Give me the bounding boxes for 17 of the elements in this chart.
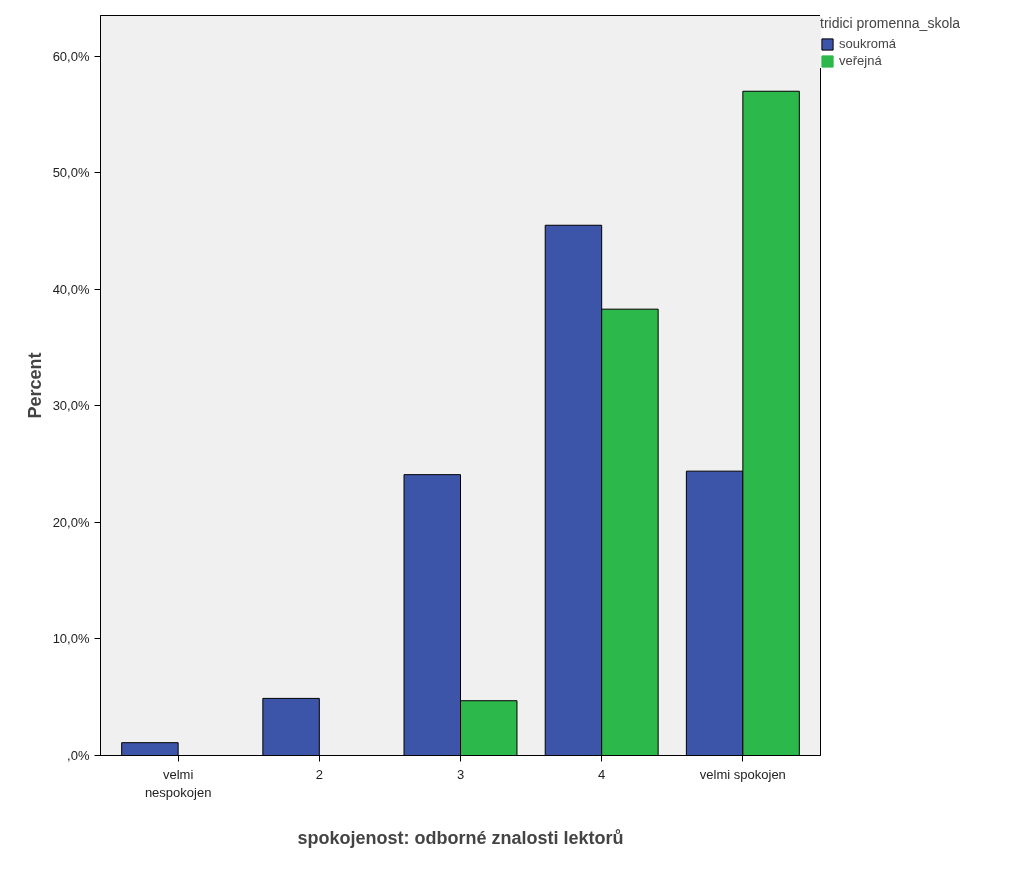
x-tick-label: 3 xyxy=(456,766,465,782)
x-tick-label: 4 xyxy=(598,766,606,782)
y-tick-label: ,0% xyxy=(67,748,90,763)
y-tick-label: 40,0% xyxy=(52,281,90,297)
y-tick-label: 30,0% xyxy=(52,398,90,414)
y-axis-title: Percent xyxy=(24,352,45,419)
x-tick-label: velmi nespokojen xyxy=(144,766,212,800)
legend-title: tridici promenna_skola xyxy=(820,15,961,31)
y-tick-label: 20,0% xyxy=(52,514,90,530)
x-tick-label: velmi spokojen xyxy=(699,766,786,782)
y-tick-label: 10,0% xyxy=(52,631,90,647)
y-tick-label: 50,0% xyxy=(52,165,90,181)
x-axis-title: spokojenost: odborné znalosti lektorů xyxy=(297,827,624,848)
legend-label: veřejná xyxy=(839,53,882,68)
x-tick-label: 2 xyxy=(315,766,323,782)
legend-label: soukromá xyxy=(839,36,897,51)
y-tick-label: 60,0% xyxy=(52,48,90,64)
